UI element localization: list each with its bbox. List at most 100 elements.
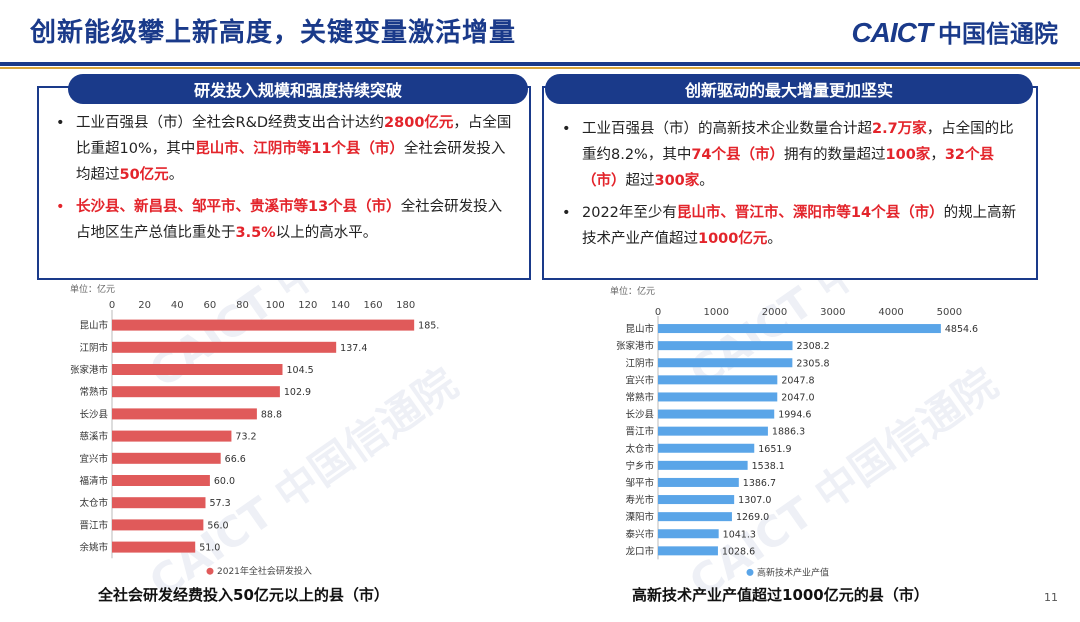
bar (658, 477, 739, 487)
x-tick-label: 5000 (937, 307, 962, 318)
y-category-label: 福清市 (79, 475, 108, 487)
bar (112, 408, 257, 420)
right-bullet-2: 2022年至少有昆山市、晋江市、溧阳市等14个县（市）的规上高新技术产业产值超过… (556, 200, 1024, 252)
data-label: 1041.3 (723, 529, 756, 540)
y-category-label: 余姚市 (79, 542, 108, 554)
bar (112, 319, 415, 331)
data-label: 73.2 (235, 432, 256, 443)
data-label: 1886.3 (772, 427, 805, 438)
x-tick-label: 0 (655, 307, 661, 318)
right-chart-caption: 高新技术产业产值超过1000亿元的县（市） (632, 586, 929, 604)
data-label: 1269.0 (736, 512, 769, 523)
data-label: 2047.0 (781, 392, 814, 403)
bar (658, 512, 732, 522)
data-label: 60.0 (214, 476, 235, 487)
data-label: 102.9 (284, 387, 311, 398)
x-tick-label: 0 (109, 300, 115, 311)
data-label: 56.0 (207, 520, 228, 531)
right-bullet-1: 工业百强县（市）的高新技术企业数量合计超2.7万家，占全国的比重约8.2%，其中… (556, 116, 1024, 194)
bar (658, 409, 775, 419)
left-panel-heading: 研发投入规模和强度持续突破 (68, 74, 528, 104)
data-label: 1538.1 (752, 461, 785, 472)
left-chart-caption: 全社会研发经费投入50亿元以上的县（市） (98, 586, 389, 604)
legend-marker (206, 567, 214, 575)
y-category-label: 昆山市 (625, 323, 654, 335)
y-category-label: 宁乡市 (625, 460, 654, 472)
y-category-label: 寿光市 (625, 494, 654, 506)
x-tick-label: 120 (298, 300, 317, 311)
bar (658, 495, 735, 505)
y-category-label: 张家港市 (616, 340, 655, 352)
data-label: 185.2 (418, 321, 440, 332)
y-category-label: 长沙县 (625, 409, 654, 421)
data-label: 1994.6 (778, 410, 811, 421)
data-label: 88.8 (261, 409, 282, 420)
y-category-label: 太仓市 (79, 497, 108, 509)
data-label: 51.0 (199, 543, 220, 554)
data-label: 4854.6 (945, 324, 978, 335)
y-category-label: 常熟市 (79, 386, 108, 398)
bar (658, 358, 793, 368)
x-tick-label: 140 (331, 300, 350, 311)
right-bar-chart: 单位：亿元0 1000 2000 3000 4000 5000 昆山市 4854.6 张家港市 2… (610, 285, 978, 578)
data-label: 104.5 (287, 365, 314, 376)
y-category-label: 太仓市 (625, 443, 654, 455)
x-tick-label: 160 (364, 300, 383, 311)
x-tick-label: 2000 (762, 307, 787, 318)
logo-text-en: CAICT (851, 17, 933, 48)
unit-label: 单位：亿元 (610, 285, 655, 297)
bar (658, 375, 778, 385)
y-category-label: 江阴市 (625, 357, 654, 369)
header-divider-accent (0, 67, 1080, 69)
page-number: 11 (1044, 591, 1058, 604)
y-category-label: 龙口市 (625, 545, 654, 557)
bar (112, 386, 280, 398)
x-tick-label: 80 (236, 300, 249, 311)
y-category-label: 泰兴市 (625, 528, 654, 540)
y-category-label: 慈溪市 (79, 431, 108, 443)
x-tick-label: 4000 (878, 307, 903, 318)
bar (658, 324, 941, 334)
x-tick-label: 20 (138, 300, 151, 311)
header-divider (0, 62, 1080, 66)
bar (112, 341, 337, 353)
data-label: 57.3 (209, 498, 230, 509)
bar (658, 426, 768, 436)
bar (112, 430, 232, 442)
y-category-label: 晋江市 (625, 426, 654, 438)
left-bullet-2: 长沙县、新昌县、邹平市、贵溪市等13个县（市）全社会研发投入占地区生产总值比重处… (50, 194, 512, 246)
y-category-label: 晋江市 (79, 519, 108, 531)
unit-label: 单位：亿元 (70, 283, 115, 295)
legend-label: 高新技术产业产值 (757, 566, 829, 578)
bar (658, 460, 748, 470)
bar (112, 452, 221, 464)
x-tick-label: 1000 (704, 307, 729, 318)
bar (658, 341, 793, 351)
right-panel-heading: 创新驱动的最大增量更加坚实 (545, 74, 1033, 104)
page-title: 创新能级攀上新高度，关键变量激活增量 (30, 18, 517, 48)
bar (658, 443, 755, 453)
logo-text-cn: 中国信通院 (938, 20, 1058, 48)
y-category-label: 张家港市 (70, 364, 109, 376)
x-tick-label: 40 (171, 300, 184, 311)
bar (658, 392, 778, 402)
caict-logo: CAICT 中国信通院 (851, 14, 1058, 49)
legend-label: 2021年全社会研发投入 (217, 565, 312, 577)
data-label: 1028.6 (722, 546, 755, 557)
data-label: 66.6 (225, 454, 246, 465)
legend-marker (746, 568, 754, 576)
right-bullet-list: 工业百强县（市）的高新技术企业数量合计超2.7万家，占全国的比重约8.2%，其中… (556, 116, 1024, 258)
data-label: 1307.0 (738, 495, 771, 506)
bar (112, 364, 283, 375)
bar (112, 497, 206, 509)
left-bullet-list: 工业百强县（市）全社会R&D经费支出合计达约2800亿元，占全国比重超10%，其… (50, 110, 512, 252)
bar (112, 519, 204, 531)
bar (112, 475, 210, 486)
data-label: 137.4 (340, 343, 367, 354)
data-label: 2308.2 (796, 341, 829, 352)
bar (658, 529, 719, 539)
data-label: 1386.7 (743, 478, 776, 489)
data-label: 2305.8 (796, 358, 829, 369)
y-category-label: 宜兴市 (79, 453, 108, 465)
left-bar-chart: 单位：亿元 0 20 40 60 80 100 120 140 160 180 昆山市 185.2 江阴市… (70, 283, 440, 577)
